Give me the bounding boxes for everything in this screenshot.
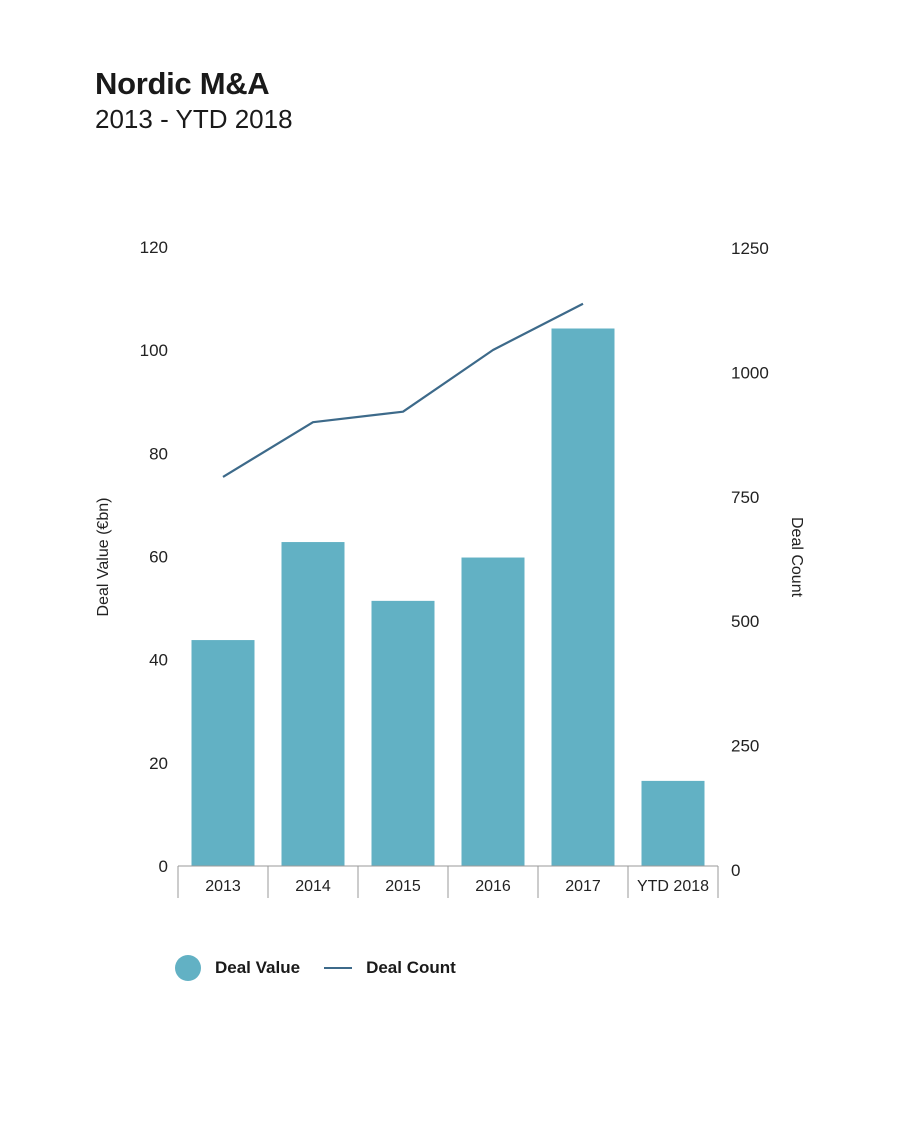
x-tick-label: 2015 <box>385 878 421 895</box>
x-tick-label: YTD 2018 <box>637 878 709 895</box>
deal-value-legend-label: Deal Value <box>215 958 301 977</box>
right-tick-label: 250 <box>731 737 759 756</box>
left-tick-label: 120 <box>140 238 168 257</box>
x-tick-label: 2014 <box>295 878 331 895</box>
bar-ytd-2018 <box>641 780 705 866</box>
chart-subtitle: 2013 - YTD 2018 <box>95 104 293 134</box>
bar-2013 <box>191 640 255 866</box>
x-tick-label: 2017 <box>565 878 601 895</box>
left-axis-title: Deal Value (€bn) <box>95 498 112 617</box>
left-tick-label: 60 <box>149 548 168 567</box>
bar-2017 <box>551 328 615 866</box>
left-tick-label: 80 <box>149 444 168 463</box>
chart-title: Nordic M&A <box>95 66 270 101</box>
bars-group <box>191 328 705 866</box>
x-tick-label: 2013 <box>205 878 241 895</box>
left-tick-label: 100 <box>140 341 168 360</box>
bar-2015 <box>371 600 435 866</box>
deal-count-legend-label: Deal Count <box>366 958 456 977</box>
left-tick-label: 0 <box>159 857 168 876</box>
bar-2014 <box>281 542 345 866</box>
left-axis-ticks: 0 20 40 60 80 100 120 <box>140 238 168 876</box>
left-tick-label: 20 <box>149 754 168 773</box>
left-tick-label: 40 <box>149 651 168 670</box>
line-group <box>222 302 584 478</box>
right-tick-label: 0 <box>731 861 740 880</box>
x-tick-label: 2016 <box>475 878 511 895</box>
deal-value-legend-swatch <box>175 955 201 981</box>
axes-group <box>177 865 719 898</box>
category-labels: 2013 2014 2015 2016 2017 YTD 2018 <box>205 878 709 895</box>
deal-count-line <box>222 302 584 478</box>
deal-count-legend-swatch <box>324 967 353 969</box>
right-tick-label: 750 <box>731 488 759 507</box>
right-axis-ticks: 0 250 500 750 1000 1250 <box>731 239 769 880</box>
bar-2016 <box>461 557 525 866</box>
right-tick-label: 500 <box>731 612 759 631</box>
legend: Deal Value Deal Count <box>175 955 456 981</box>
right-tick-label: 1250 <box>731 239 769 258</box>
right-axis-title: Deal Count <box>788 517 805 598</box>
right-tick-label: 1000 <box>731 363 769 382</box>
